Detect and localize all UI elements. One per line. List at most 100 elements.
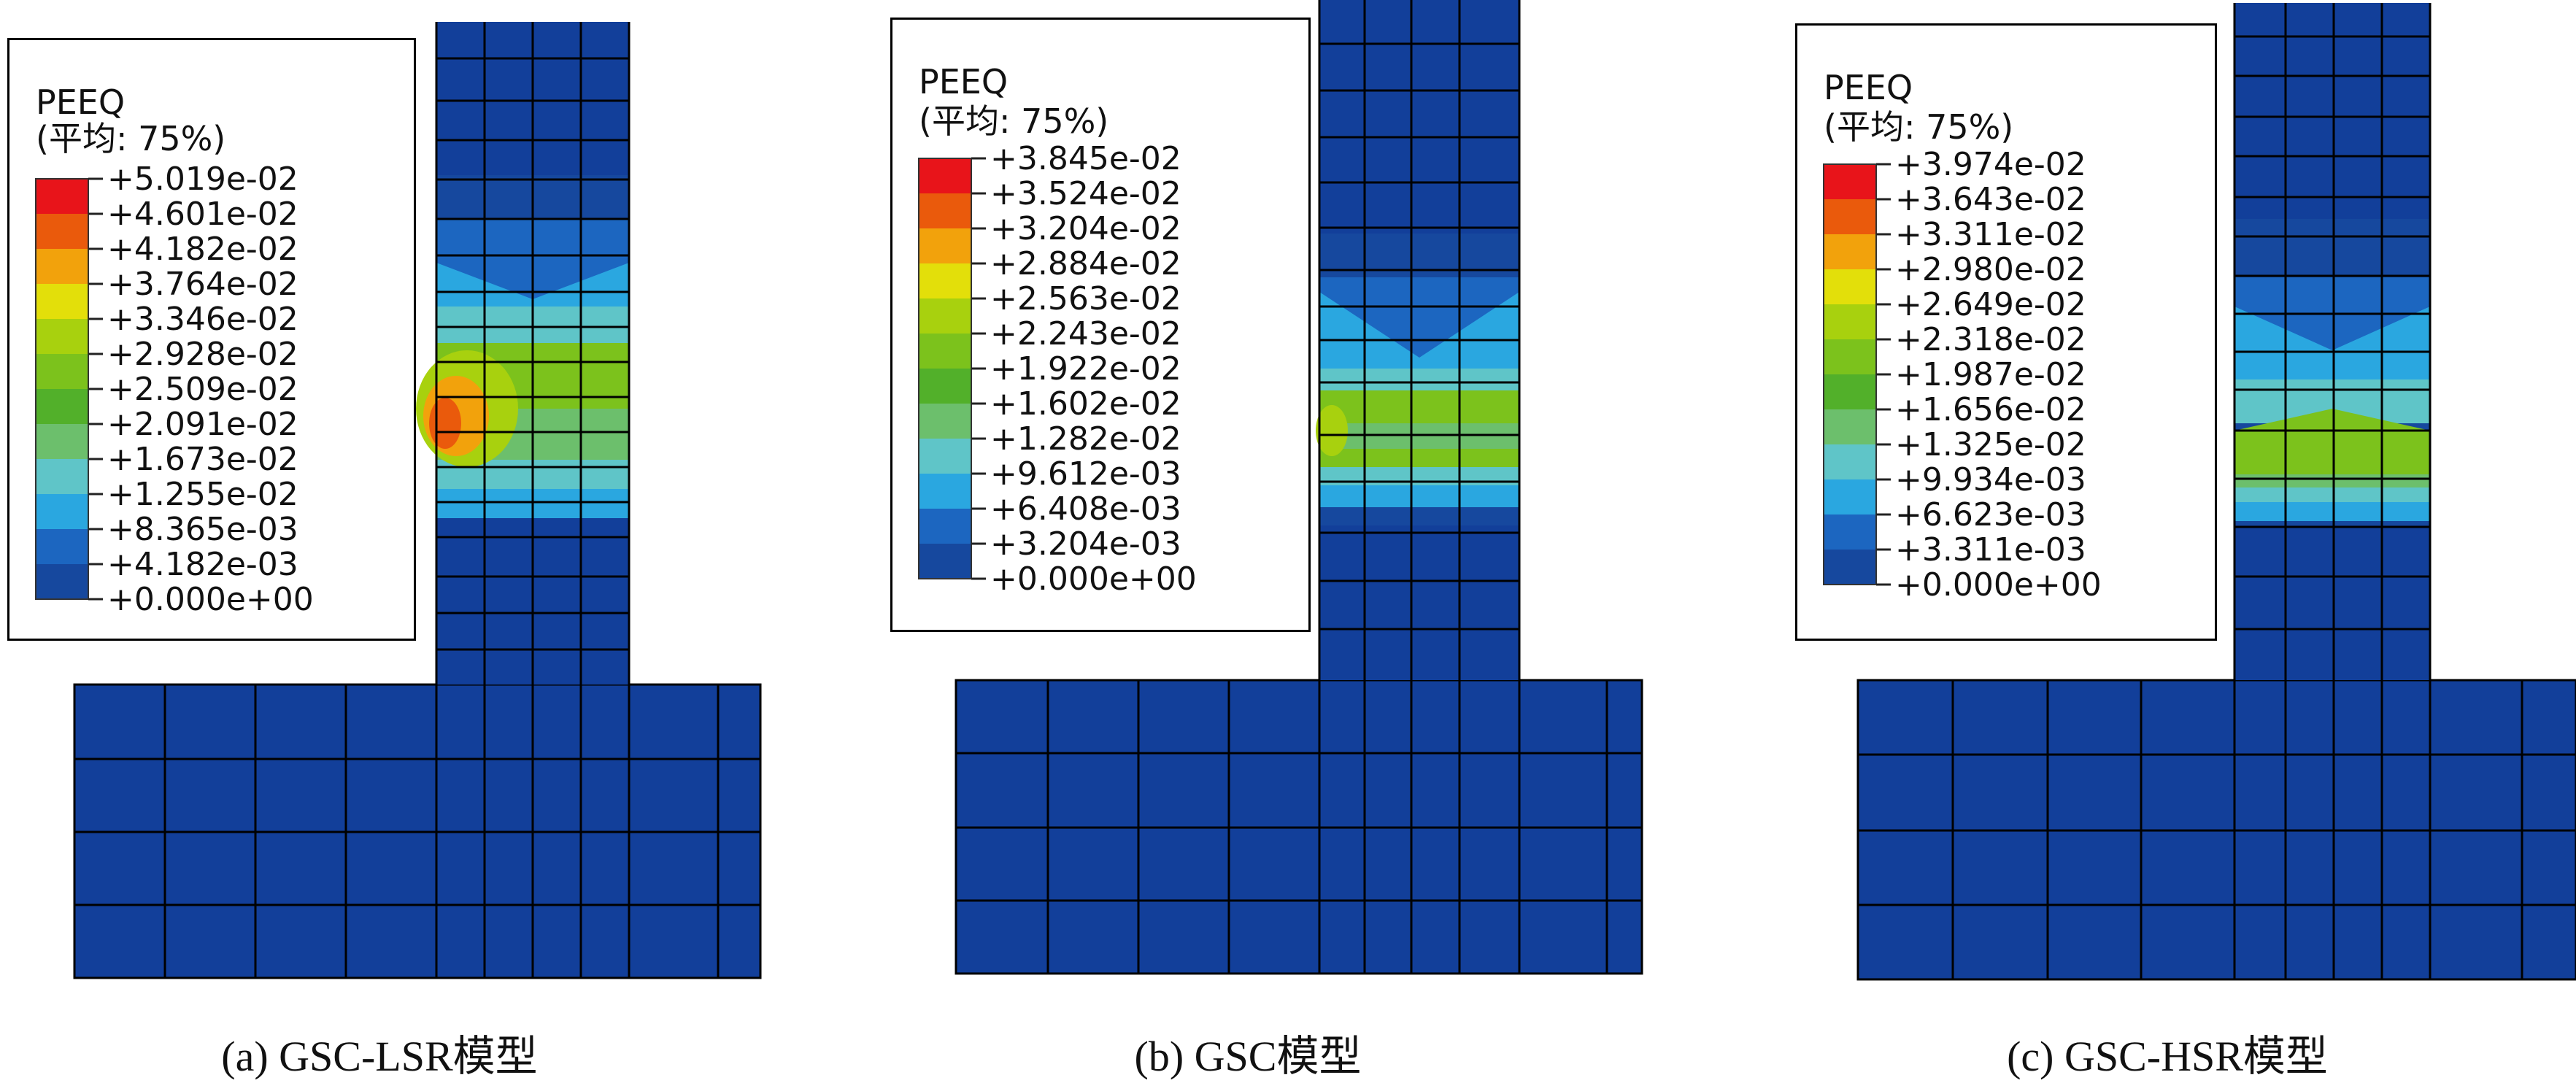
colorbar-tick-label: +5.019e-02: [107, 161, 298, 198]
colorbar-c: +3.974e-02+3.643e-02+3.311e-02+2.980e-02…: [1823, 146, 2102, 604]
column-grid-a: [435, 22, 630, 685]
colorbar-tick-label: +1.325e-02: [1895, 426, 2086, 463]
colorbar-tick-label: +3.524e-02: [990, 175, 1181, 212]
colorbar-tick-label: +2.243e-02: [990, 315, 1181, 352]
band-b3: [1319, 292, 1519, 379]
colorbar-swatch: [1824, 444, 1876, 479]
legend-title: PEEQ: [1824, 68, 1913, 107]
base-grid-a: [74, 685, 760, 978]
colorbar-swatch: [919, 439, 971, 474]
colorbar-swatch: [919, 228, 971, 263]
mesh-b: [955, 0, 1643, 975]
colorbar-tick-label: +3.204e-03: [990, 525, 1181, 563]
panel-c: PEEQ (平均: 75%) +3.974e-02 +3.643e-02 +3.31…: [1788, 0, 2576, 1080]
colorbar-swatch: [1824, 304, 1876, 339]
colorbar-swatch: [36, 564, 88, 599]
colorbar-swatch: [1824, 479, 1876, 514]
colorbar-b: +3.845e-02+3.524e-02+3.204e-02+2.884e-02…: [918, 140, 1197, 598]
colorbar-tick-label: +9.612e-03: [990, 455, 1181, 493]
colorbar-tick-label: +8.365e-03: [107, 511, 298, 548]
colorbar-swatch: [919, 334, 971, 369]
colorbar-tick-label: +1.602e-02: [990, 385, 1181, 423]
colorbar-tick-label: +3.311e-03: [1895, 531, 2086, 569]
colorbar-swatch: [1824, 374, 1876, 409]
band-c8: [2234, 502, 2430, 521]
colorbar-swatch: [1824, 550, 1876, 585]
colorbar-swatch: [36, 214, 88, 249]
mesh-c: [1856, 3, 2576, 981]
colorbar-swatch: [1824, 199, 1876, 234]
colorbar-tick-label: +1.656e-02: [1895, 391, 2086, 428]
colorbar-swatch: [36, 494, 88, 529]
colorbar-swatch: [36, 354, 88, 389]
colorbar-swatch: [919, 544, 971, 579]
column-grid-b: [1318, 0, 1521, 680]
caption-a: (a) GSC-LSR模型: [221, 1033, 538, 1080]
colorbar-tick-label: +3.974e-02: [1895, 146, 2086, 183]
base-grid-c: [1858, 680, 2576, 979]
colorbar-swatch: [36, 179, 88, 214]
colorbar-swatch: [1824, 339, 1876, 374]
base-grid-b: [956, 680, 1642, 974]
colorbar-swatch: [919, 158, 971, 193]
colorbar-tick-label: +2.509e-02: [107, 371, 298, 408]
colorbar-tick-label: +3.845e-02: [990, 140, 1181, 177]
colorbar-tick-label: +1.922e-02: [990, 350, 1181, 388]
legend-c: PEEQ (平均: 75%) +3.974e-02 +3.643e-02 +3.31…: [1795, 23, 2217, 641]
band-c7: [2234, 487, 2430, 504]
colorbar-tick-label: +2.091e-02: [107, 406, 298, 443]
band-a11: [429, 398, 461, 449]
colorbar-tick-label: +3.764e-02: [107, 266, 298, 303]
colorbar-tick-label: +4.182e-02: [107, 231, 298, 268]
colorbar-tick-label: +3.311e-02: [1895, 216, 2086, 253]
colorbar-tick-label: +9.934e-03: [1895, 461, 2086, 498]
colorbar-tick-label: +2.884e-02: [990, 245, 1181, 282]
colorbar-tick-label: +3.643e-02: [1895, 181, 2086, 218]
colorbar-swatch: [36, 529, 88, 564]
panel-a: PEEQ (平均: 75%) +5.019e-02 +4.601e-02 +4.18…: [0, 0, 774, 1080]
colorbar-tick-label: +0.000e+00: [107, 581, 314, 618]
legend-b: PEEQ (平均: 75%) +3.845e-02 +3.524e-02 +3.20…: [890, 18, 1311, 632]
colorbar-tick-label: +2.928e-02: [107, 336, 298, 373]
colorbar-swatch: [36, 249, 88, 284]
colorbar-tick-label: +0.000e+00: [990, 560, 1197, 598]
colorbar-swatch: [919, 509, 971, 544]
colorbar-tick-label: +2.563e-02: [990, 280, 1181, 317]
colorbar-swatch: [919, 298, 971, 334]
colorbar-tick-label: +3.346e-02: [107, 301, 298, 338]
colorbar-swatch: [36, 459, 88, 494]
band-b9: [1316, 405, 1348, 456]
colorbar-swatch: [919, 193, 971, 228]
colorbar-tick-label: +4.601e-02: [107, 196, 298, 233]
colorbar-swatch: [36, 284, 88, 319]
colorbar-swatch: [919, 369, 971, 404]
colorbar-swatch: [1824, 409, 1876, 444]
colorbar-tick-label: +6.623e-03: [1895, 496, 2086, 533]
legend-subtitle: (平均: 75%): [36, 119, 226, 158]
colorbar-swatch: [36, 389, 88, 424]
colorbar-tick-label: +6.408e-03: [990, 490, 1181, 528]
legend-a: PEEQ (平均: 75%) +5.019e-02 +4.601e-02 +4.18…: [7, 38, 416, 641]
colorbar-swatch: [1824, 514, 1876, 550]
colorbar-swatch: [919, 263, 971, 298]
colorbar-tick-label: +1.282e-02: [990, 420, 1181, 458]
colorbar-swatch: [1824, 234, 1876, 269]
legend-subtitle: (平均: 75%): [1824, 107, 2014, 147]
caption-b: (b) GSC模型: [1134, 1033, 1362, 1080]
colorbar-tick-label: +0.000e+00: [1895, 566, 2102, 604]
caption-c: (c) GSC-HSR模型: [2007, 1033, 2328, 1080]
colorbar-tick-label: +2.980e-02: [1895, 251, 2086, 288]
colorbar-swatch: [919, 474, 971, 509]
colorbar-tick-label: +1.255e-02: [107, 476, 298, 513]
colorbar-tick-label: +2.649e-02: [1895, 286, 2086, 323]
colorbar-tick-label: +3.204e-02: [990, 210, 1181, 247]
colorbar-swatch: [919, 404, 971, 439]
column-grid-c: [2233, 3, 2432, 680]
band-b8: [1319, 485, 1519, 507]
colorbar-tick-label: +4.182e-03: [107, 546, 298, 583]
legend-subtitle: (平均: 75%): [919, 101, 1109, 141]
colorbar-swatch: [36, 424, 88, 459]
colorbar-tick-label: +2.318e-02: [1895, 321, 2086, 358]
colorbar-swatch: [36, 319, 88, 354]
colorbar-tick-label: +1.673e-02: [107, 441, 298, 478]
